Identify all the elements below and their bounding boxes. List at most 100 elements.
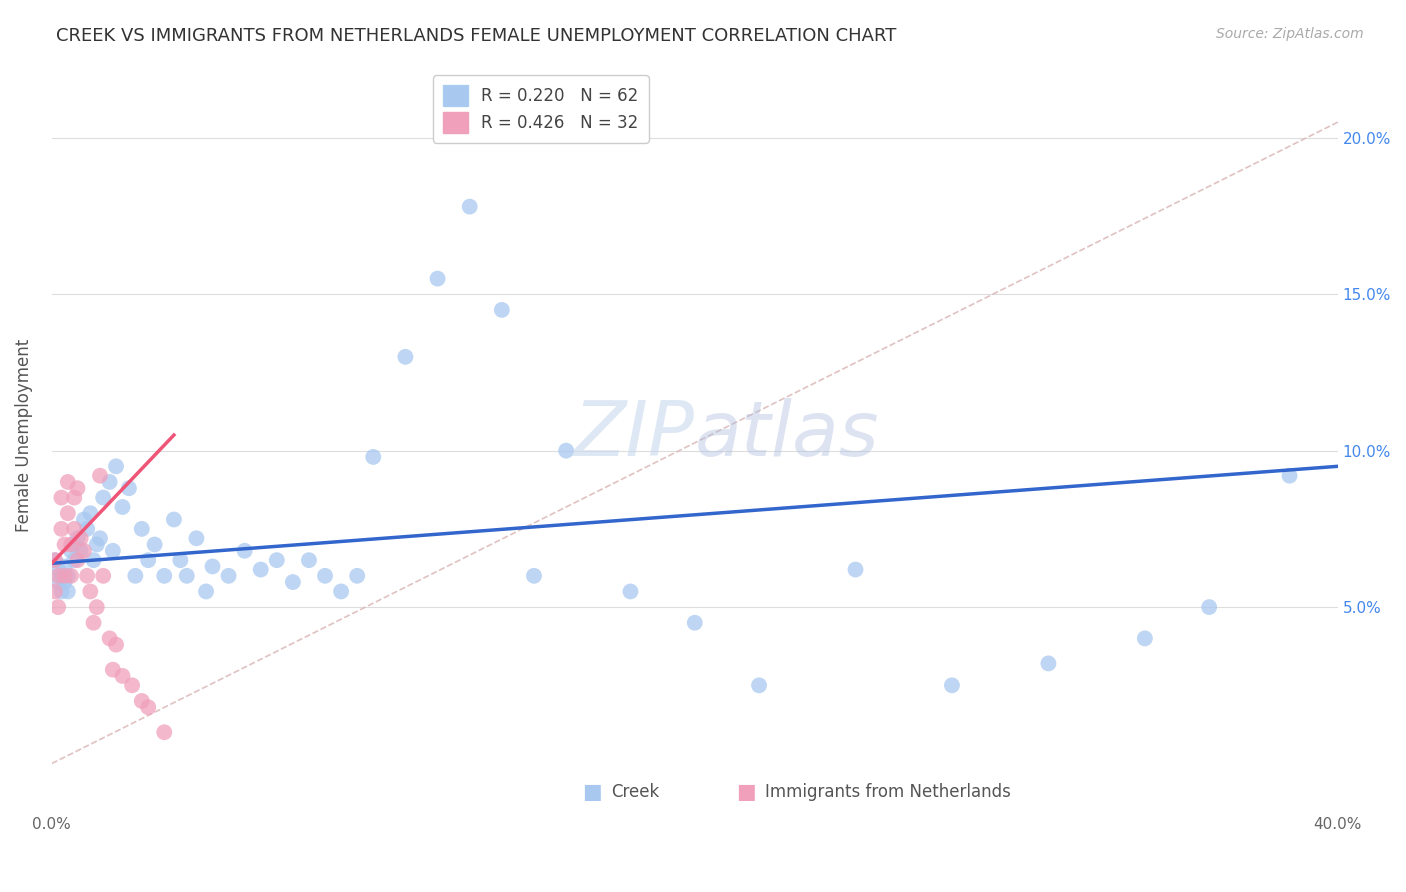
Point: [60, 543, 83, 558]
Point: [523, 569, 546, 583]
Point: [249, 563, 271, 577]
Point: [458, 200, 481, 214]
Point: [1198, 600, 1220, 615]
Point: [83, 615, 105, 630]
Point: [63, 522, 86, 536]
Point: [844, 563, 866, 577]
Point: [491, 302, 513, 317]
Text: ZIP: ZIP: [574, 398, 695, 472]
Point: [46, 563, 69, 577]
Y-axis label: Female Unemployment: Female Unemployment: [15, 338, 32, 532]
Point: [131, 694, 153, 708]
Point: [73, 543, 96, 558]
Point: [91, 569, 114, 583]
Point: [79, 506, 101, 520]
Text: Source: ZipAtlas.com: Source: ZipAtlas.com: [1216, 27, 1364, 41]
Point: [361, 450, 384, 464]
Point: [1038, 657, 1060, 671]
Point: [153, 725, 176, 739]
Point: [60, 569, 83, 583]
Point: [111, 500, 134, 514]
Point: [1278, 468, 1301, 483]
Point: [1133, 632, 1156, 646]
Text: Creek: Creek: [612, 782, 659, 801]
Point: [51, 569, 73, 583]
Point: [163, 512, 186, 526]
Point: [346, 569, 368, 583]
Point: [44, 553, 66, 567]
Point: [101, 543, 124, 558]
Text: ■: ■: [737, 781, 756, 802]
Point: [105, 459, 128, 474]
Point: [51, 522, 73, 536]
Point: [63, 491, 86, 505]
Text: atlas: atlas: [695, 398, 879, 472]
Point: [86, 600, 108, 615]
Point: [233, 543, 256, 558]
Point: [83, 553, 105, 567]
Point: [298, 553, 321, 567]
Point: [266, 553, 288, 567]
Point: [176, 569, 198, 583]
Point: [66, 481, 89, 495]
Point: [101, 663, 124, 677]
Text: ■: ■: [582, 781, 602, 802]
Point: [53, 575, 76, 590]
Point: [143, 537, 166, 551]
Point: [46, 569, 69, 583]
Point: [330, 584, 353, 599]
Point: [44, 553, 66, 567]
Point: [314, 569, 336, 583]
Point: [51, 491, 73, 505]
Point: [555, 443, 578, 458]
Point: [44, 584, 66, 599]
Point: [105, 638, 128, 652]
Point: [111, 669, 134, 683]
Point: [201, 559, 224, 574]
Point: [53, 569, 76, 583]
Point: [53, 537, 76, 551]
Point: [153, 569, 176, 583]
Point: [124, 569, 146, 583]
Point: [89, 468, 111, 483]
Point: [89, 531, 111, 545]
Point: [46, 600, 69, 615]
Point: [619, 584, 641, 599]
Point: [66, 553, 89, 567]
Point: [136, 700, 159, 714]
Point: [86, 537, 108, 551]
Legend: R = 0.220   N = 62, R = 0.426   N = 32: R = 0.220 N = 62, R = 0.426 N = 32: [433, 76, 648, 143]
Point: [195, 584, 218, 599]
Point: [98, 632, 121, 646]
Point: [63, 553, 86, 567]
Point: [69, 543, 91, 558]
Point: [169, 553, 191, 567]
Point: [426, 271, 449, 285]
Point: [69, 531, 91, 545]
Point: [66, 531, 89, 545]
Point: [118, 481, 141, 495]
Point: [76, 569, 98, 583]
Text: Immigrants from Netherlands: Immigrants from Netherlands: [765, 782, 1011, 801]
Point: [748, 678, 770, 692]
Point: [121, 678, 143, 692]
Point: [91, 491, 114, 505]
Point: [76, 522, 98, 536]
Point: [131, 522, 153, 536]
Point: [98, 475, 121, 489]
Point: [56, 475, 79, 489]
Point: [941, 678, 963, 692]
Point: [394, 350, 416, 364]
Point: [73, 512, 96, 526]
Point: [218, 569, 240, 583]
Point: [186, 531, 208, 545]
Point: [683, 615, 706, 630]
Point: [281, 575, 304, 590]
Point: [79, 584, 101, 599]
Point: [60, 537, 83, 551]
Point: [53, 559, 76, 574]
Point: [56, 506, 79, 520]
Text: CREEK VS IMMIGRANTS FROM NETHERLANDS FEMALE UNEMPLOYMENT CORRELATION CHART: CREEK VS IMMIGRANTS FROM NETHERLANDS FEM…: [56, 27, 897, 45]
Point: [51, 584, 73, 599]
Point: [63, 537, 86, 551]
